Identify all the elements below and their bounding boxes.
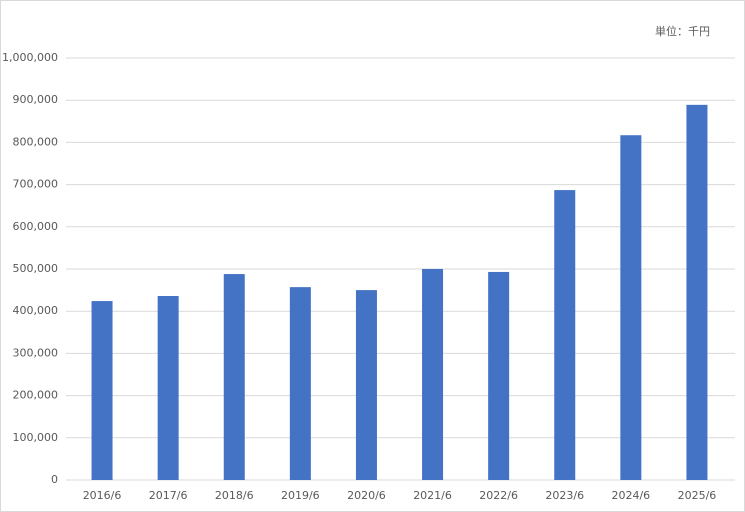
bar xyxy=(355,290,377,480)
bar xyxy=(686,104,708,480)
x-tick-label: 2017/6 xyxy=(149,489,188,502)
x-tick-label: 2025/6 xyxy=(678,489,717,502)
bar xyxy=(223,274,245,480)
y-tick-label: 600,000 xyxy=(13,220,59,233)
bar xyxy=(620,135,642,480)
y-tick-label: 400,000 xyxy=(13,304,59,317)
bar xyxy=(157,296,179,480)
x-tick-label: 2023/6 xyxy=(545,489,584,502)
y-tick-label: 1,000,000 xyxy=(2,51,58,64)
x-tick-label: 2022/6 xyxy=(479,489,518,502)
y-tick-label: 300,000 xyxy=(13,346,59,359)
y-tick-label: 100,000 xyxy=(13,431,59,444)
x-tick-label: 2016/6 xyxy=(83,489,122,502)
bar xyxy=(91,301,113,480)
y-tick-label: 200,000 xyxy=(13,389,59,402)
x-tick-label: 2021/6 xyxy=(413,489,452,502)
y-tick-label: 500,000 xyxy=(13,262,59,275)
unit-annotation: 単位：千円 xyxy=(655,24,710,38)
y-tick-label: 700,000 xyxy=(13,178,59,191)
x-tick-label: 2019/6 xyxy=(281,489,320,502)
bar xyxy=(488,271,510,480)
y-tick-label: 800,000 xyxy=(13,135,59,148)
x-tick-label: 2020/6 xyxy=(347,489,386,502)
x-tick-label: 2018/6 xyxy=(215,489,254,502)
bar xyxy=(554,190,576,480)
y-tick-label: 0 xyxy=(51,473,58,486)
x-tick-label: 2024/6 xyxy=(611,489,650,502)
y-tick-label: 900,000 xyxy=(13,93,59,106)
bar xyxy=(422,269,444,480)
bar xyxy=(289,287,311,480)
